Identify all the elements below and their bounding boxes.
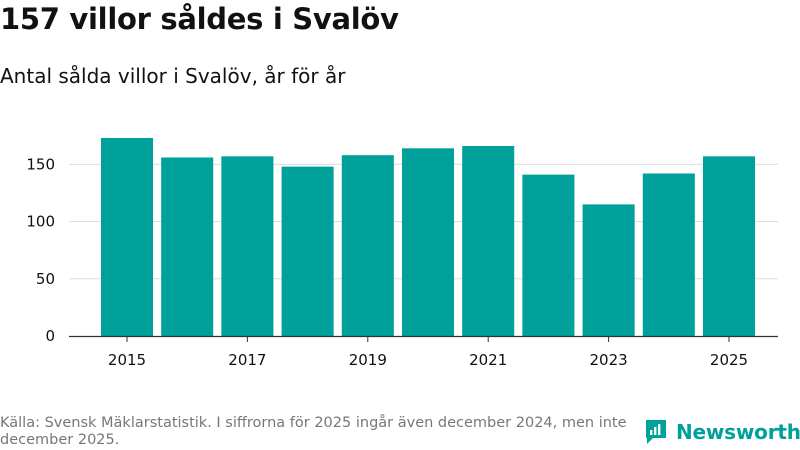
bar-2016 [161, 157, 214, 336]
bars [100, 138, 756, 336]
bar-2015 [100, 138, 154, 336]
bar-2017 [221, 156, 274, 336]
bar-2022 [522, 174, 575, 336]
bar-2024 [642, 173, 695, 336]
x-tick-label: 2019 [349, 351, 387, 369]
y-tick-label: 100 [26, 213, 55, 231]
brand-name: Newsworthy [676, 420, 800, 444]
x-tick-label: 2015 [108, 351, 146, 369]
y-tick-label: 150 [26, 155, 55, 173]
bar-2019 [341, 155, 394, 336]
y-tick-label: 0 [45, 327, 55, 345]
chart-subtitle: Antal sålda villor i Svalöv, år för år [0, 64, 346, 88]
axes [69, 335, 778, 342]
bar-2021 [462, 146, 515, 336]
newsworthy-logo-icon [646, 420, 666, 444]
source-note: Källa: Svensk Mäklarstatistik. I siffror… [0, 415, 627, 448]
bar-2023 [582, 204, 635, 336]
x-tick-label: 2023 [590, 351, 628, 369]
bar-2020 [401, 148, 455, 336]
bar-2025 [702, 156, 756, 336]
y-tick-label: 50 [36, 270, 55, 288]
bar-2018 [281, 166, 334, 336]
newsworthy-brand: Newsworthy [644, 418, 800, 446]
x-tick-label: 2021 [469, 351, 507, 369]
x-tick-label: 2025 [710, 351, 748, 369]
tick-labels: 0 50 100 150 2015 2017 2019 2021 2023 2025 [26, 155, 748, 369]
x-tick-label: 2017 [228, 351, 266, 369]
chart-title: 157 villor såldes i Svalöv [0, 2, 399, 36]
